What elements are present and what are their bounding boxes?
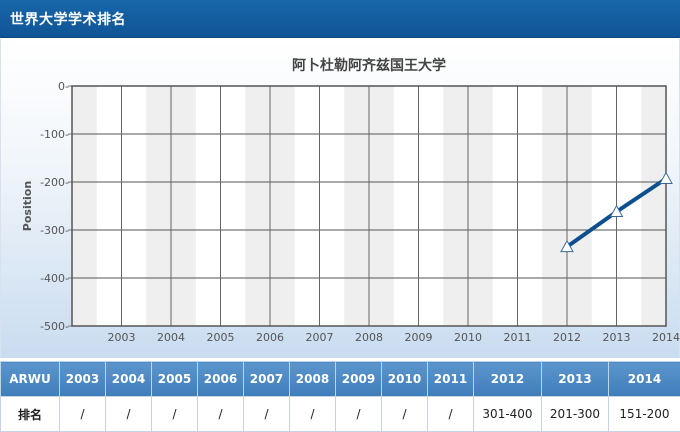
table-cell: / (427, 396, 474, 432)
table-cell: / (197, 396, 244, 432)
x-tick-label: 2011 (504, 331, 532, 344)
column-header: 2010 (381, 361, 428, 397)
table-cell: 301-400 (473, 396, 542, 432)
x-tick-label: 2005 (207, 331, 235, 344)
column-header: 2003 (59, 361, 106, 397)
table-cell: 201-300 (541, 396, 609, 432)
column-header: 2009 (335, 361, 382, 397)
table-cell: / (59, 396, 106, 432)
plot-band (641, 86, 666, 326)
ranking-chart: 阿卜杜勒阿齐兹国王大学 0- -100- -200- -300- -400- -500- 20… (21, 57, 680, 344)
table-cell: / (243, 396, 290, 432)
y-axis-label: Position (21, 181, 34, 231)
chart-panel: 阿卜杜勒阿齐兹国王大学 0- -100- -200- -300- -400- -500- 20… (0, 39, 680, 358)
table-cell: / (289, 396, 336, 432)
column-header: 2014 (608, 361, 680, 397)
header-bar: 世界大学学术排名 (0, 0, 680, 38)
x-tick-label: 2008 (355, 331, 383, 344)
column-header: 2013 (541, 361, 609, 397)
x-tick-label: 2014 (652, 331, 680, 344)
x-tick-label: 2006 (256, 331, 284, 344)
table-cell: / (381, 396, 428, 432)
table-header-row: ARWU 2003 2004 2005 2006 2007 2008 2009 … (0, 361, 680, 397)
x-tick-label: 2010 (454, 331, 482, 344)
column-header: 2008 (289, 361, 336, 397)
table-cell: 151-200 (608, 396, 680, 432)
x-tick-label: 2009 (405, 331, 433, 344)
column-header: 2012 (473, 361, 542, 397)
plot-border (71, 85, 667, 327)
data-point-marker (609, 204, 624, 218)
column-header: 2011 (427, 361, 474, 397)
x-tick-label: 2004 (157, 331, 185, 344)
ranking-table: ARWU 2003 2004 2005 2006 2007 2008 2009 … (0, 361, 680, 432)
y-tick-label: -100- (40, 128, 69, 141)
table-cell: / (105, 396, 152, 432)
column-header: 2006 (197, 361, 244, 397)
table-row: 排名 / / / / / / / / / 301-400 201-300 151… (0, 396, 680, 432)
row-label: 排名 (0, 396, 60, 432)
data-point-marker (659, 171, 673, 184)
data-point-marker (560, 239, 574, 253)
y-tick-label: -200- (40, 176, 69, 189)
column-header: 2004 (105, 361, 152, 397)
y-tick-label: 0- (58, 80, 69, 93)
y-tick-label: -500- (40, 320, 69, 333)
table-cell: / (335, 396, 382, 432)
column-header: 2005 (151, 361, 198, 397)
page-title: 世界大学学术排名 (10, 12, 126, 28)
plot-band (72, 86, 97, 326)
column-header: 2007 (243, 361, 290, 397)
x-tick-label: 2003 (108, 331, 136, 344)
chart-title: 阿卜杜勒阿齐兹国王大学 (292, 57, 446, 74)
x-tick-label: 2007 (306, 331, 334, 344)
y-tick-label: -300- (40, 224, 69, 237)
table-cell: / (151, 396, 198, 432)
y-tick-label: -400- (40, 272, 69, 285)
column-header: ARWU (0, 361, 60, 397)
x-tick-label: 2013 (603, 331, 631, 344)
x-tick-label: 2012 (553, 331, 581, 344)
